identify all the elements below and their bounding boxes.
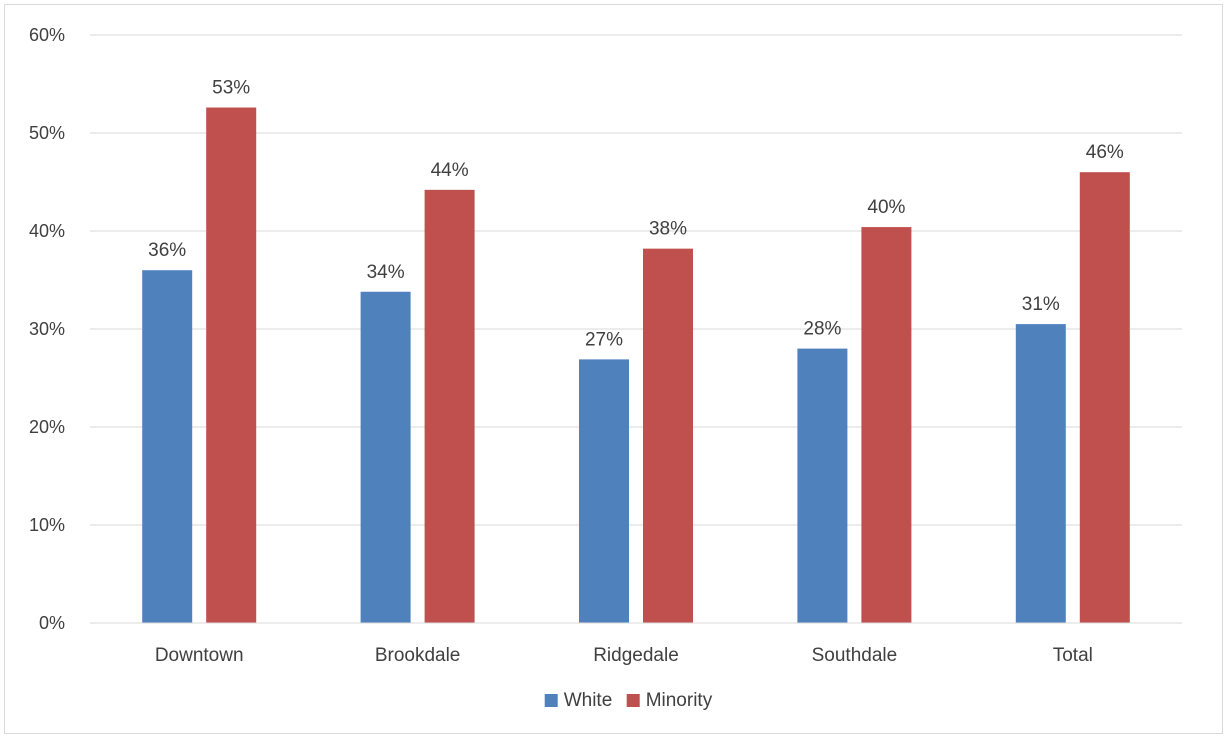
data-label: 44% (431, 160, 469, 181)
y-tick-label: 10% (29, 515, 65, 535)
x-tick-label: Downtown (155, 645, 244, 666)
bar-white (579, 359, 629, 623)
x-axis: Downtown Brookdale Ridgedale Southdale Total (90, 622, 1182, 666)
bar-white (1015, 324, 1066, 623)
data-labels: 36% 53% 34% 44% 27% 38% 28% 40% 31% 46% (148, 78, 1124, 351)
y-tick-label: 60% (29, 25, 65, 45)
bar-minority (1079, 172, 1130, 623)
legend: White Minority (544, 690, 713, 711)
bar-minority (643, 248, 693, 623)
data-label: 34% (367, 262, 405, 283)
bar-minority (206, 107, 257, 623)
x-tick-label: Southdale (812, 645, 898, 666)
legend-item-minority: Minority (626, 690, 713, 711)
bar-white (360, 291, 411, 623)
bar-white (797, 348, 848, 623)
legend-item-white: White (544, 690, 613, 711)
data-label: 40% (867, 197, 905, 218)
legend-label: Minority (646, 690, 713, 711)
bar-minority (861, 227, 912, 623)
data-label: 31% (1022, 294, 1060, 315)
y-axis: 0% 10% 20% 30% 40% 50% 60% (29, 25, 65, 633)
bar-white (142, 270, 193, 623)
x-tick-label: Total (1053, 645, 1093, 666)
x-tick-label: Ridgedale (593, 645, 679, 666)
data-label: 53% (212, 78, 250, 99)
bar-minority (424, 189, 475, 623)
y-tick-label: 50% (29, 123, 65, 143)
data-label: 36% (148, 240, 186, 261)
y-tick-label: 40% (29, 221, 65, 241)
y-tick-label: 0% (39, 613, 65, 633)
data-label: 46% (1086, 142, 1124, 163)
bars (142, 107, 1130, 623)
y-tick-label: 20% (29, 417, 65, 437)
data-label: 27% (585, 329, 623, 350)
legend-label: White (564, 690, 613, 711)
y-tick-label: 30% (29, 319, 65, 339)
data-label: 38% (649, 219, 687, 240)
x-tick-label: Brookdale (375, 645, 461, 666)
data-label: 28% (803, 319, 841, 340)
legend-swatch (544, 694, 558, 707)
legend-swatch (626, 694, 640, 707)
